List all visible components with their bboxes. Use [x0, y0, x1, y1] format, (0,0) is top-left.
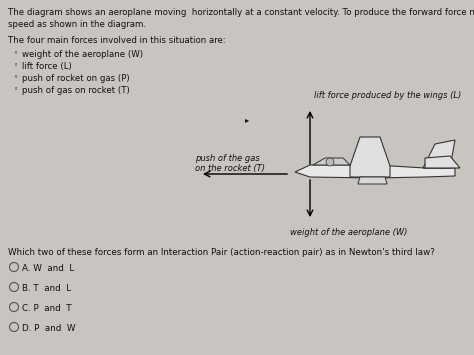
Polygon shape: [423, 140, 455, 168]
Text: ◦: ◦: [14, 50, 18, 56]
Polygon shape: [425, 156, 460, 168]
Polygon shape: [313, 158, 350, 165]
Text: ◦: ◦: [14, 62, 18, 68]
Text: speed as shown in the diagram.: speed as shown in the diagram.: [8, 20, 146, 29]
Text: weight of the aeroplane (W): weight of the aeroplane (W): [290, 228, 407, 237]
Text: push of gas on rocket (T): push of gas on rocket (T): [22, 86, 130, 95]
Text: C. P  and  T: C. P and T: [22, 304, 72, 313]
Text: ◦: ◦: [14, 86, 18, 92]
Text: lift force produced by the wings (L): lift force produced by the wings (L): [314, 91, 461, 100]
Polygon shape: [358, 177, 387, 184]
Text: The four main forces involved in this situation are:: The four main forces involved in this si…: [8, 36, 226, 45]
Polygon shape: [350, 137, 390, 177]
Circle shape: [326, 158, 334, 166]
Text: A. W  and  L: A. W and L: [22, 264, 74, 273]
Text: ▸: ▸: [245, 115, 249, 124]
Text: Which two of these forces form an Interaction Pair (action-reaction pair) as in : Which two of these forces form an Intera…: [8, 248, 435, 257]
Text: push of rocket on gas (P): push of rocket on gas (P): [22, 74, 129, 83]
Text: weight of the aeroplane (W): weight of the aeroplane (W): [22, 50, 143, 59]
Text: push of the gas
on the rocket (T): push of the gas on the rocket (T): [195, 154, 265, 173]
Text: B. T  and  L: B. T and L: [22, 284, 71, 293]
Text: lift force (L): lift force (L): [22, 62, 72, 71]
Text: D. P  and  W: D. P and W: [22, 324, 75, 333]
Polygon shape: [295, 165, 455, 178]
Text: The diagram shows an aeroplane moving  horizontally at a constant velocity. To p: The diagram shows an aeroplane moving ho…: [8, 8, 474, 17]
Text: ◦: ◦: [14, 74, 18, 80]
